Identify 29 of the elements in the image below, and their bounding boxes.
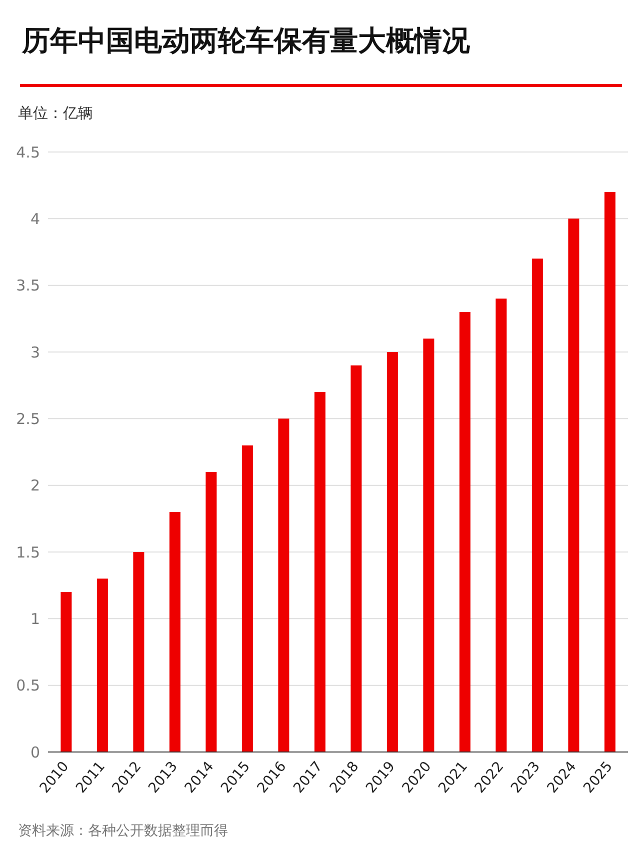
bar	[386, 352, 398, 752]
y-axis-title: 单位：亿辆	[18, 104, 93, 123]
bar	[423, 338, 434, 752]
y-tick-label: 3.5	[16, 276, 40, 295]
bar	[133, 552, 144, 752]
y-tick-label: 1	[30, 610, 40, 628]
y-tick-label: 4.5	[16, 143, 40, 162]
y-tick-label: 3	[30, 343, 40, 362]
bar	[96, 578, 108, 752]
bar	[206, 472, 217, 752]
bar	[496, 298, 507, 752]
bar	[568, 218, 580, 752]
y-tick-label: 2.5	[16, 410, 40, 428]
bar	[604, 192, 616, 752]
y-tick-label: 1.5	[16, 543, 40, 562]
y-tick-label: 0.5	[16, 676, 40, 695]
bar	[532, 258, 543, 752]
text: 资料来源：各种公开数据整理而得	[18, 822, 228, 840]
y-tick-label: 2	[30, 476, 40, 495]
y-tick-label: 4	[30, 210, 40, 228]
bar	[459, 312, 470, 752]
bar	[314, 392, 326, 752]
bar	[278, 418, 290, 752]
bar	[242, 445, 253, 752]
bar	[60, 592, 72, 752]
bar	[169, 512, 180, 752]
y-tick-label: 0	[30, 743, 40, 762]
chart-title: 历年中国电动两轮车保有量大概情况	[22, 23, 470, 59]
bar	[350, 365, 362, 752]
